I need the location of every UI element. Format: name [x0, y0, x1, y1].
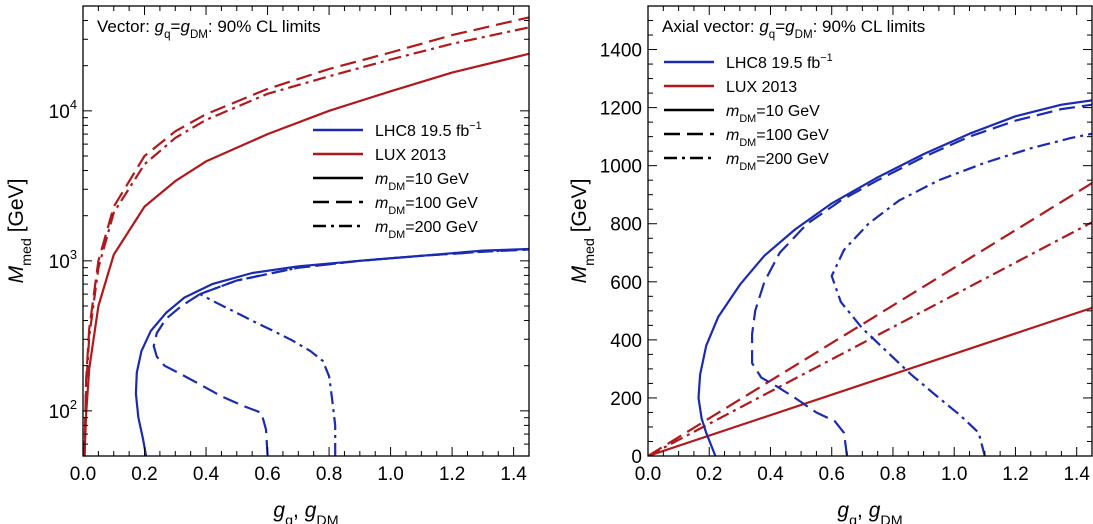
y-tick-label: 104: [49, 97, 77, 123]
series-line-lhc8-mdm-10: [134, 247, 529, 456]
axial-vector-limits-panel: 0.0 0.2 0.4 0.6 0.8 1.0 1.2 1.4 0 200 400 600 800 100…: [568, 5, 1093, 524]
y-axis-label: Mmed [GeV]: [568, 179, 598, 284]
legend-label: mDM=200 GeV: [375, 219, 478, 241]
x-tick-label: 0.8: [880, 464, 906, 485]
y-tick-label: 102: [49, 397, 77, 423]
series-group: [648, 99, 1092, 456]
y-tick-label: 200: [610, 389, 642, 410]
series-group: [83, 16, 529, 456]
series-line-lhc8-mdm-100: [152, 248, 529, 456]
legend-label: mDM=200 GeV: [726, 151, 829, 173]
legend: LHC8 19.5 fb−1 LUX 2013 mDM=10 GeVmDM=100 …: [313, 120, 482, 241]
chart-title: Axial vector: gq=gDM: 90% CL limits: [662, 17, 925, 41]
x-tick-label: 1.4: [500, 464, 527, 485]
y-tick-label: 1400: [600, 41, 642, 62]
legend-label: LHC8 19.5 fb−1: [726, 52, 833, 72]
legend-label: mDM=10 GeV: [375, 171, 469, 193]
x-tick-label: 0.0: [635, 464, 661, 485]
x-tick-label: 0.8: [316, 464, 342, 485]
x-axis-label: gq, gDM: [273, 499, 338, 524]
x-tick-label: 0.4: [757, 464, 784, 485]
series-line-lhc8-mdm-10: [697, 99, 1092, 456]
x-tick-label: 0.2: [131, 464, 157, 485]
series-line-lux-mdm-10: [648, 306, 1092, 456]
series-line-lhc8-mdm-100: [751, 103, 1092, 456]
legend-label: LHC8 19.5 fb−1: [375, 120, 482, 140]
legend: LHC8 19.5 fb−1 LUX 2013 mDM=10 GeVmDM=100 …: [664, 52, 833, 173]
y-tick-label: 600: [610, 273, 642, 294]
legend-label: mDM=10 GeV: [726, 103, 820, 125]
series-line-lux-mdm-200: [648, 221, 1092, 456]
y-tick-label: 1200: [600, 99, 642, 120]
x-tick-label: 1.0: [941, 464, 967, 485]
chart-title: Vector: gq=gDM: 90% CL limits: [97, 17, 321, 41]
legend-label: mDM=100 GeV: [726, 127, 829, 149]
y-tick-label: 800: [610, 215, 642, 236]
series-line-lux-mdm-100: [83, 16, 529, 456]
x-tick-label: 0.6: [254, 464, 280, 485]
x-tick-label: 1.2: [439, 464, 465, 485]
y-tick-label: 1000: [600, 157, 642, 178]
series-line-lhc8-mdm-200: [830, 132, 1092, 456]
y-axis-label: Mmed [GeV]: [5, 179, 35, 284]
plot-frame: [647, 5, 1093, 457]
x-tick-label: 1.2: [1002, 464, 1028, 485]
legend-label: LUX 2013: [726, 79, 797, 96]
y-tick-label: 0: [631, 447, 642, 468]
vector-limits-panel: 0.0 0.2 0.4 0.6 0.8 1.0 1.2 1.4 102 103 104 Vector:…: [5, 5, 530, 524]
series-line-lux-mdm-100: [648, 182, 1092, 456]
legend-label: LUX 2013: [375, 147, 446, 164]
x-tick-label: 0.0: [70, 464, 96, 485]
x-tick-label: 1.0: [377, 464, 403, 485]
x-axis-label: gq, gDM: [837, 499, 902, 524]
series-line-lux-mdm-10: [83, 52, 529, 456]
x-tick-label: 1.4: [1063, 464, 1090, 485]
x-tick-label: 0.6: [819, 464, 845, 485]
series-line-lux-mdm-200: [83, 26, 529, 456]
series-line-lhc8-mdm-200: [198, 248, 529, 456]
x-tick-label: 0.4: [193, 464, 220, 485]
y-tick-label: 400: [610, 331, 642, 352]
y-tick-label: 103: [49, 247, 77, 273]
plot-frame: [82, 5, 530, 457]
legend-label: mDM=100 GeV: [375, 195, 478, 217]
x-tick-label: 0.2: [696, 464, 722, 485]
